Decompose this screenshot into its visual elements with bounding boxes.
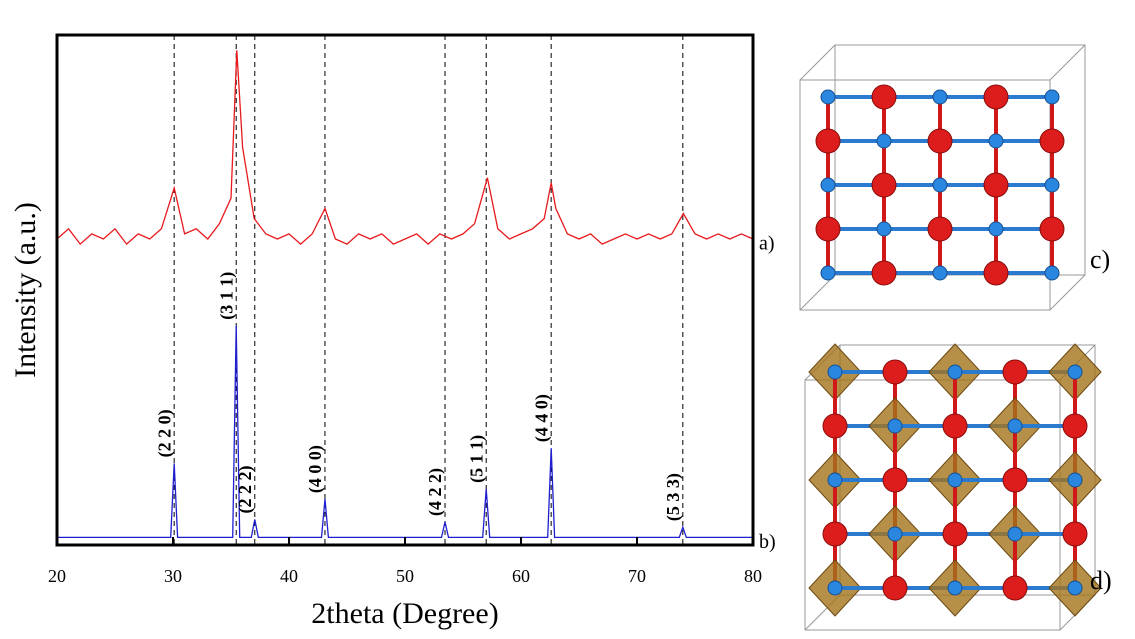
unit-cell-edge	[1050, 45, 1085, 80]
metal-atom	[928, 129, 952, 153]
oxygen-atom	[1008, 419, 1022, 433]
oxygen-atom	[948, 365, 962, 379]
oxygen-atom	[877, 222, 891, 236]
oxygen-atom	[933, 178, 947, 192]
y-axis-label: Intensity (a.u.)	[9, 202, 42, 378]
series-line	[57, 50, 753, 244]
x-tick-label: 60	[512, 566, 530, 586]
metal-atom	[816, 217, 840, 241]
metal-atom	[928, 217, 952, 241]
metal-atom	[1063, 522, 1087, 546]
metal-atom	[823, 522, 847, 546]
oxygen-atom	[888, 527, 902, 541]
reflection-label: (4 4 0)	[531, 394, 552, 442]
oxygen-atom	[1045, 90, 1059, 104]
reflection-label: (5 3 3)	[663, 473, 684, 521]
reflection-label: (3 1 1)	[216, 272, 237, 320]
oxygen-atom	[1068, 365, 1082, 379]
metal-atom	[984, 261, 1008, 285]
x-tick-label: 20	[48, 566, 66, 586]
oxygen-atom	[948, 581, 962, 595]
series-label: a)	[759, 233, 775, 255]
x-tick-label: 70	[628, 566, 646, 586]
reflection-label: (2 2 0)	[154, 409, 175, 457]
reflection-label: (5 1 1)	[466, 435, 487, 483]
metal-atom	[1063, 414, 1087, 438]
oxygen-atom	[1068, 473, 1082, 487]
oxygen-atom	[888, 419, 902, 433]
metal-atom	[943, 522, 967, 546]
metal-atom	[1040, 129, 1064, 153]
oxygen-atom	[933, 266, 947, 280]
reflection-label: (4 0 0)	[305, 445, 326, 493]
oxygen-atom	[821, 266, 835, 280]
x-tick-label: 40	[280, 566, 298, 586]
panel-label: c)	[1090, 245, 1110, 274]
oxygen-atom	[877, 134, 891, 148]
oxygen-atom	[828, 473, 842, 487]
oxygen-atom	[828, 365, 842, 379]
x-axis-label: 2theta (Degree)	[311, 597, 498, 630]
x-tick-label: 50	[396, 566, 414, 586]
metal-atom	[872, 173, 896, 197]
metal-atom	[1003, 576, 1027, 600]
figure: 2theta (Degree) Intensity (a.u.) a) b) (2 …	[0, 0, 1135, 639]
oxygen-atom	[948, 473, 962, 487]
metal-atom	[872, 85, 896, 109]
plot-frame	[57, 35, 753, 545]
oxygen-atom	[1008, 527, 1022, 541]
reflection-label: (2 2 2)	[235, 466, 256, 514]
oxygen-atom	[933, 90, 947, 104]
reflection-label: (4 2 2)	[425, 468, 446, 516]
series-label: b)	[759, 531, 776, 553]
metal-atom	[883, 468, 907, 492]
metal-atom	[1003, 360, 1027, 384]
oxygen-atom	[828, 581, 842, 595]
oxygen-atom	[989, 222, 1003, 236]
metal-atom	[883, 576, 907, 600]
x-tick-label: 30	[164, 566, 182, 586]
oxygen-atom	[1045, 266, 1059, 280]
oxygen-atom	[821, 178, 835, 192]
x-tick-label: 80	[744, 566, 762, 586]
metal-atom	[816, 129, 840, 153]
panel-label: d)	[1090, 566, 1112, 595]
oxygen-atom	[1068, 581, 1082, 595]
unit-cell-edge	[1050, 275, 1085, 310]
crystal-structures	[800, 45, 1101, 630]
metal-atom	[984, 173, 1008, 197]
metal-atom	[1003, 468, 1027, 492]
metal-atom	[883, 360, 907, 384]
metal-atom	[823, 414, 847, 438]
metal-atom	[872, 261, 896, 285]
metal-atom	[943, 414, 967, 438]
oxygen-atom	[1045, 178, 1059, 192]
oxygen-atom	[989, 134, 1003, 148]
metal-atom	[1040, 217, 1064, 241]
unit-cell-edge	[800, 45, 835, 80]
oxygen-atom	[821, 90, 835, 104]
metal-atom	[984, 85, 1008, 109]
